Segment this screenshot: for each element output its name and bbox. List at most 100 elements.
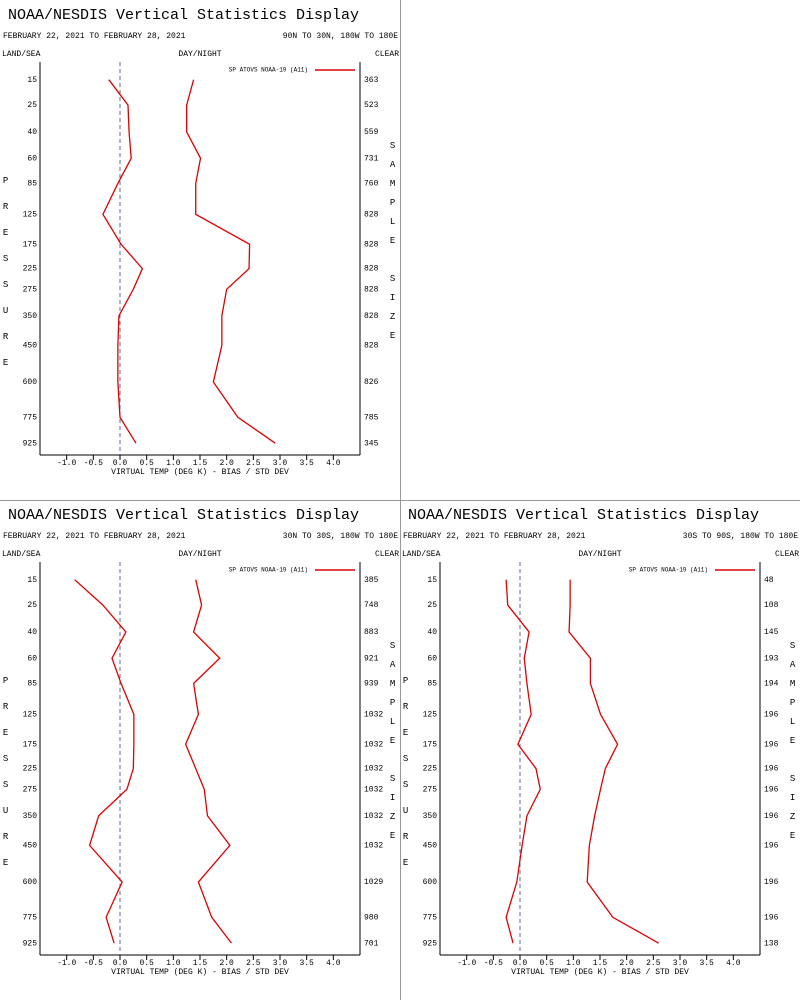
x-tick-label: 0.5 [139,959,154,968]
x-tick-label: -0.5 [484,959,503,968]
x-tick-label: 0.0 [113,459,128,468]
title: NOAA/NESDIS Vertical Statistics Display [8,7,359,24]
sample-size: 193 [764,654,779,663]
sample-size: 196 [764,878,779,887]
date-range: FEBRUARY 22, 2021 TO FEBRUARY 28, 2021 [3,32,186,41]
sample-size: 1032 [364,710,383,719]
y-tick-label: 125 [423,710,438,719]
legend-label: SP ATOVS NOAA-19 (A11) [629,567,708,574]
sample-size: 980 [364,913,379,922]
sample-size: 1032 [364,842,383,851]
sample-size: 828 [364,240,379,249]
sample-size: 701 [364,939,379,948]
y-tick-label: 600 [423,878,438,887]
sample-size: 828 [364,285,379,294]
y-tick-label: 225 [23,265,38,274]
sample-size: 828 [364,342,379,351]
legend-label: SP ATOVS NOAA-19 (A11) [229,567,308,574]
y-tick-label: 925 [23,439,38,448]
y-axis-label: PRESSURE [401,676,411,884]
sample-size: 196 [764,765,779,774]
y-axis-label: PRESSURE [1,676,11,884]
x-axis-label: VIRTUAL TEMP (DEG K) - BIAS / STD DEV [111,468,289,477]
x-tick-label: 4.0 [326,459,341,468]
clear: CLEAR [375,550,399,559]
sample-size: 1032 [364,785,383,794]
x-tick-label: -1.0 [457,959,476,968]
x-tick-label: 3.0 [673,959,688,968]
sample-size: 1032 [364,812,383,821]
sample-size: 731 [364,154,379,163]
sample-size: 883 [364,628,379,637]
profile-line [568,579,659,944]
sample-size: 785 [364,413,379,422]
region: 90N TO 30N, 180W TO 180E [283,32,398,41]
date-range: FEBRUARY 22, 2021 TO FEBRUARY 28, 2021 [403,532,586,541]
x-tick-label: 2.5 [246,959,261,968]
panel: NOAA/NESDIS Vertical Statistics Display F… [1,507,400,977]
y2-axis-label: SAMPLE SIZE [788,641,798,850]
y-tick-label: 175 [423,740,438,749]
title: NOAA/NESDIS Vertical Statistics Display [8,507,359,524]
y-tick-label: 275 [23,785,38,794]
y2-axis-label: SAMPLE SIZE [388,641,398,850]
x-tick-label: 0.5 [139,459,154,468]
y-tick-label: 40 [27,128,37,137]
sample-size: 1032 [364,765,383,774]
region: 30S TO 90S, 180W TO 180E [683,532,798,541]
land-sea: LAND/SEA [2,550,41,559]
sample-size: 196 [764,812,779,821]
y-tick-label: 275 [23,285,38,294]
sample-size: 196 [764,842,779,851]
y-tick-label: 60 [27,154,37,163]
sample-size: 196 [764,710,779,719]
y-tick-label: 450 [23,342,38,351]
sample-size: 138 [764,939,779,948]
y-tick-label: 600 [23,378,38,387]
y-axis-label: PRESSURE [1,176,11,384]
y-tick-label: 40 [427,628,437,637]
y-tick-label: 60 [427,654,437,663]
x-tick-label: 1.5 [193,459,208,468]
x-tick-label: 4.0 [726,959,741,968]
x-tick-label: 1.5 [193,959,208,968]
y-tick-label: 15 [27,76,37,85]
sample-size: 196 [764,785,779,794]
x-tick-label: -0.5 [84,459,103,468]
x-tick-label: 1.0 [166,459,181,468]
sample-size: 145 [764,628,779,637]
profile-line [505,579,541,944]
y-tick-label: 350 [23,812,38,821]
y-tick-label: 925 [23,939,38,948]
sample-size: 559 [364,128,379,137]
y-tick-label: 85 [27,180,37,189]
y-tick-label: 175 [23,740,38,749]
sample-size: 194 [764,680,779,689]
y-tick-label: 25 [27,601,37,610]
y-tick-label: 350 [423,812,438,821]
sample-size: 345 [364,439,379,448]
x-tick-label: -1.0 [57,959,76,968]
sample-size: 748 [364,601,379,610]
profile-line [74,579,135,944]
day-night: DAY/NIGHT [578,550,621,559]
x-tick-label: 4.0 [326,959,341,968]
y-tick-label: 125 [23,210,38,219]
sample-size: 523 [364,101,379,110]
sample-size: 828 [364,265,379,274]
sample-size: 826 [364,378,379,387]
sample-size: 48 [764,576,774,585]
clear: CLEAR [375,50,399,59]
day-night: DAY/NIGHT [178,50,221,59]
sample-size: 108 [764,601,779,610]
x-axis-label: VIRTUAL TEMP (DEG K) - BIAS / STD DEV [511,968,689,977]
profile-line [186,79,276,444]
y-tick-label: 775 [423,913,438,922]
panel: NOAA/NESDIS Vertical Statistics Display F… [1,7,400,477]
date-range: FEBRUARY 22, 2021 TO FEBRUARY 28, 2021 [3,532,186,541]
x-tick-label: 0.0 [513,959,528,968]
y-tick-label: 125 [23,710,38,719]
y-tick-label: 450 [423,842,438,851]
y-tick-label: 85 [427,680,437,689]
